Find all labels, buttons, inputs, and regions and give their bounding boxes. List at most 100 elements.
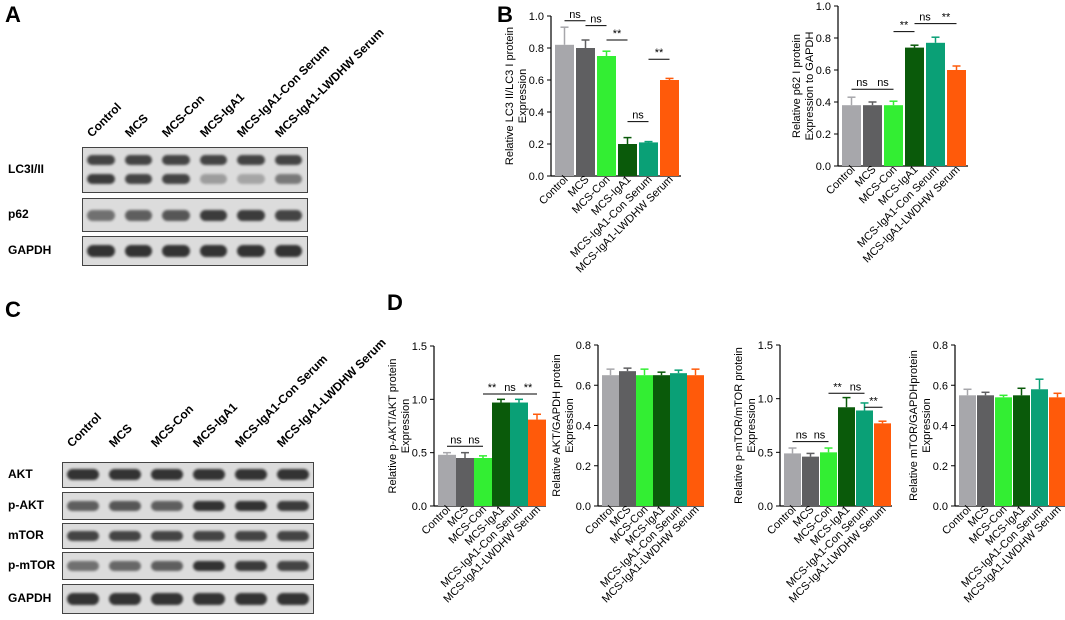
protein-band bbox=[235, 561, 267, 571]
bar bbox=[947, 70, 966, 166]
x-tick-label: MCS-IgA1 bbox=[876, 164, 920, 208]
x-tick-label: MCS-IgA1-Con Serum bbox=[784, 504, 870, 590]
protein-band bbox=[199, 245, 227, 257]
row-label: GAPDH bbox=[8, 591, 52, 605]
protein-band bbox=[109, 531, 141, 541]
protein-band bbox=[274, 155, 302, 165]
y-tick-label: 0.0 bbox=[576, 501, 591, 513]
protein-band bbox=[193, 531, 225, 541]
bar bbox=[576, 48, 595, 176]
protein-band bbox=[277, 531, 309, 541]
x-tick-label: MCS-IgA1-LWDHW Serum bbox=[574, 174, 676, 276]
bar bbox=[474, 458, 492, 506]
protein-band bbox=[193, 593, 225, 605]
significance-label: ns bbox=[850, 381, 862, 393]
protein-band bbox=[235, 469, 267, 480]
bar bbox=[838, 407, 855, 506]
protein-band bbox=[277, 501, 309, 511]
blot-strip bbox=[62, 462, 314, 488]
x-tick-label: Control bbox=[765, 504, 799, 538]
protein-band bbox=[237, 155, 265, 165]
protein-band bbox=[199, 174, 227, 184]
row-label: GAPDH bbox=[8, 243, 52, 257]
lane-label: MCS-Con bbox=[148, 401, 197, 450]
y-tick-label: 1.5 bbox=[758, 340, 773, 352]
panel-label-c: C bbox=[5, 297, 21, 322]
y-tick-label: 0.0 bbox=[412, 501, 427, 513]
bar bbox=[528, 419, 546, 506]
bar bbox=[884, 105, 903, 166]
significance-label: ** bbox=[900, 20, 909, 32]
bar bbox=[959, 395, 976, 506]
bar bbox=[905, 47, 924, 166]
significance-label: ** bbox=[833, 381, 842, 393]
y-tick-label: 0.0 bbox=[933, 501, 948, 513]
protein-band bbox=[87, 174, 115, 184]
protein-band bbox=[193, 561, 225, 571]
y-axis-label: Relative p-AKT/AKT protein bbox=[387, 359, 399, 494]
bar bbox=[639, 142, 658, 176]
protein-band bbox=[199, 210, 227, 221]
bar bbox=[1049, 397, 1065, 506]
y-tick-label: 0.8 bbox=[529, 43, 544, 55]
x-tick-label: MCS-IgA1-LWDHW Serum bbox=[600, 504, 702, 606]
bar bbox=[856, 410, 873, 506]
x-tick-label: Control bbox=[824, 164, 858, 198]
bar bbox=[1031, 389, 1048, 506]
x-tick-label: MCS-Con bbox=[570, 174, 613, 217]
y-tick-label: 0.5 bbox=[412, 448, 427, 460]
y-tick-label: 0.0 bbox=[529, 171, 544, 183]
x-tick-label: MCS bbox=[853, 164, 879, 190]
blot-strip bbox=[82, 147, 308, 193]
y-tick-label: 0.0 bbox=[758, 501, 773, 513]
x-tick-label: MCS-IgA1-Con Serum bbox=[855, 164, 941, 250]
significance-label: ** bbox=[655, 47, 664, 59]
blot-strip bbox=[62, 523, 314, 549]
significance-label: ns bbox=[919, 12, 931, 24]
x-tick-label: MCS bbox=[966, 504, 992, 530]
x-tick-label: MCS bbox=[791, 504, 817, 530]
protein-band bbox=[162, 245, 190, 257]
panel-label-d: D bbox=[387, 290, 403, 315]
protein-band bbox=[235, 501, 267, 511]
lane-label: MCS bbox=[106, 421, 135, 450]
protein-band bbox=[151, 531, 183, 541]
row-label: p-mTOR bbox=[8, 558, 56, 572]
bar bbox=[863, 105, 882, 166]
protein-band bbox=[277, 469, 309, 480]
protein-band bbox=[277, 593, 309, 605]
blot-strip bbox=[82, 198, 308, 232]
blot-strip bbox=[62, 584, 314, 614]
x-tick-label: MCS-IgA1-Con Serum bbox=[598, 504, 684, 590]
x-tick-label: MCS-IgA1 bbox=[808, 504, 852, 548]
y-tick-label: 0.8 bbox=[816, 33, 831, 45]
protein-band bbox=[67, 593, 99, 605]
y-tick-label: 1.0 bbox=[529, 11, 544, 23]
protein-band bbox=[109, 501, 141, 511]
significance-label: ns bbox=[590, 14, 602, 26]
y-axis-label: Expression to GAPDH bbox=[804, 32, 816, 141]
x-tick-label: MCS-IgA1 bbox=[589, 174, 633, 218]
x-tick-label: MCS-Con bbox=[608, 504, 651, 547]
x-tick-label: Control bbox=[537, 174, 571, 208]
bar bbox=[510, 402, 528, 506]
bar bbox=[492, 402, 510, 506]
y-tick-label: 1.0 bbox=[412, 394, 427, 406]
x-tick-label: MCS-IgA1-LWDHW Serum bbox=[861, 164, 963, 266]
y-tick-label: 0.0 bbox=[816, 161, 831, 173]
y-axis-label: Expression bbox=[400, 399, 412, 453]
protein-band bbox=[151, 593, 183, 605]
significance-label: ** bbox=[942, 12, 951, 24]
y-tick-label: 0.6 bbox=[933, 380, 948, 392]
y-axis-label: Expression bbox=[517, 69, 529, 123]
protein-band bbox=[199, 155, 227, 165]
blot-strip bbox=[62, 552, 314, 580]
x-tick-label: Control bbox=[940, 504, 974, 538]
protein-band bbox=[235, 531, 267, 541]
y-tick-label: 1.0 bbox=[758, 394, 773, 406]
x-tick-label: MCS-IgA1-Con Serum bbox=[568, 174, 654, 260]
significance-label: ns bbox=[877, 77, 889, 89]
protein-band bbox=[87, 245, 115, 257]
protein-band bbox=[237, 210, 265, 221]
protein-band bbox=[87, 210, 115, 221]
